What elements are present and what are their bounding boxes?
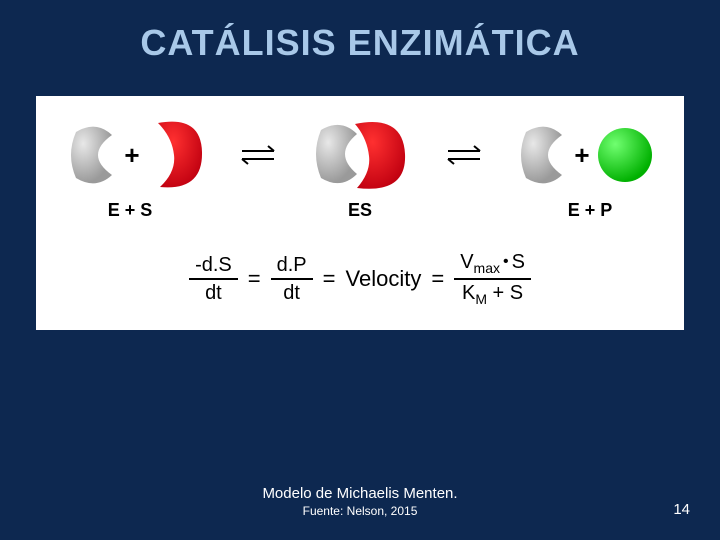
- species-e-plus-p: +: [516, 116, 653, 194]
- species-e-plus-s: +: [66, 116, 205, 194]
- frac-mm: Vmax•S KM + S: [454, 251, 531, 308]
- enzyme-shape-1: [66, 120, 118, 190]
- substrate-shape: [146, 117, 206, 193]
- species-es: [311, 116, 411, 194]
- frac-dpdt: d.P dt: [271, 254, 313, 304]
- es-complex-shape: [311, 116, 411, 194]
- equilibrium-arrows-2: [444, 140, 484, 170]
- caption-line2: Fuente: Nelson, 2015: [0, 504, 720, 518]
- label-e-s: E + S: [65, 200, 195, 221]
- equilibrium-arrows-1: [238, 140, 278, 170]
- frac-dsdt: -d.S dt: [189, 254, 238, 304]
- equals-1: =: [248, 266, 261, 292]
- plus-1: +: [122, 140, 141, 171]
- label-es: ES: [295, 200, 425, 221]
- equals-3: =: [431, 266, 444, 292]
- label-e-p: E + P: [525, 200, 655, 221]
- slide-title: CATÁLISIS ENZIMÁTICA: [0, 0, 720, 64]
- product-shape: [596, 126, 654, 184]
- plus-2: +: [572, 140, 591, 171]
- reaction-row: +: [50, 116, 670, 194]
- diagram-panel: +: [36, 96, 684, 330]
- enzyme-shape-2: [516, 120, 568, 190]
- velocity-label: Velocity: [346, 266, 422, 292]
- reaction-labels: E + S ES E + P: [50, 200, 670, 221]
- page-number: 14: [673, 501, 690, 518]
- mm-equation: -d.S dt = d.P dt = Velocity = Vmax•S KM …: [50, 251, 670, 308]
- caption-line1: Modelo de Michaelis Menten.: [0, 485, 720, 502]
- caption: Modelo de Michaelis Menten. Fuente: Nels…: [0, 485, 720, 518]
- equals-2: =: [323, 266, 336, 292]
